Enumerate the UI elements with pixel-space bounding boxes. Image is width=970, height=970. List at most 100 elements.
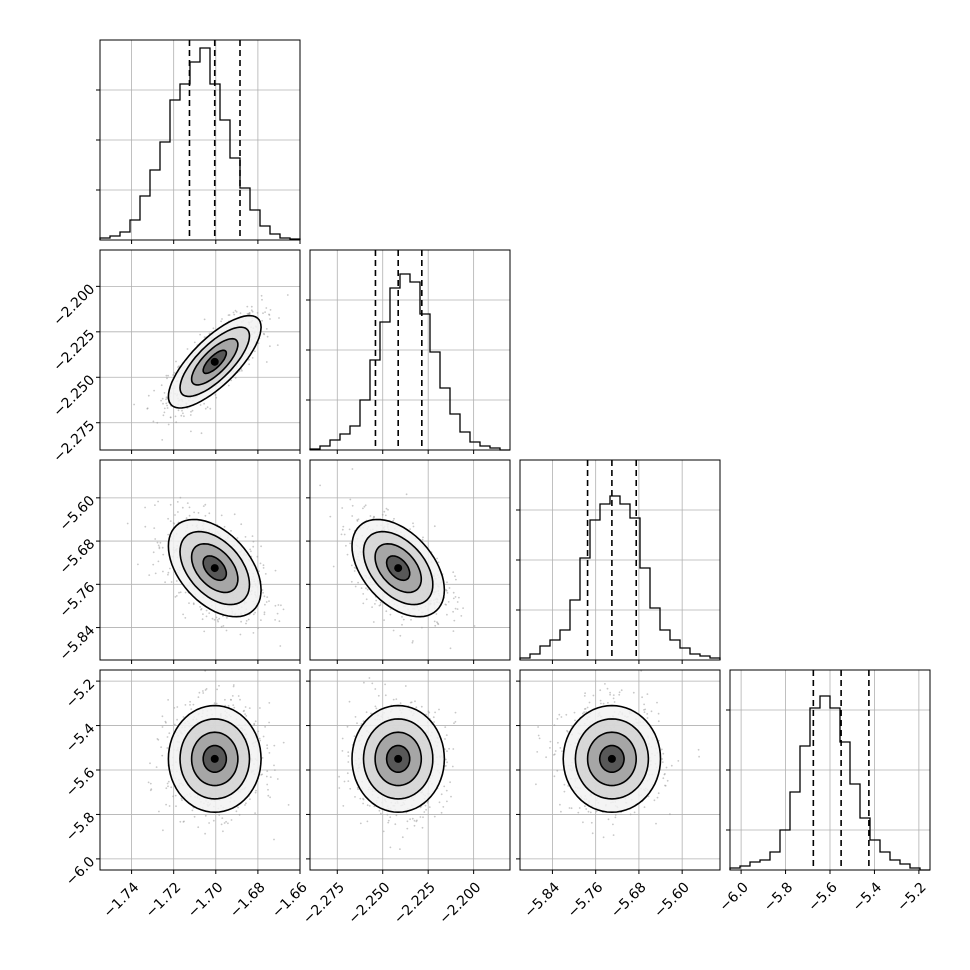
- sample-point: [160, 746, 163, 748]
- sample-point: [232, 704, 235, 706]
- sample-point: [452, 591, 455, 594]
- axes-frame: [99, 39, 301, 241]
- axes-frame: [309, 669, 511, 871]
- sample-point: [170, 581, 173, 583]
- sample-point: [159, 541, 162, 544]
- sample-point: [433, 721, 435, 723]
- sample-point: [161, 546, 164, 549]
- sample-point: [279, 645, 282, 647]
- sample-point: [584, 805, 586, 808]
- sample-point: [458, 596, 460, 599]
- sample-point: [184, 704, 187, 706]
- sample-point: [412, 522, 414, 525]
- sample-point: [451, 765, 454, 768]
- sample-point: [156, 421, 159, 424]
- sample-point: [364, 504, 367, 507]
- sample-point: [633, 811, 636, 814]
- contour-line: [167, 518, 262, 618]
- sample-point: [163, 392, 166, 394]
- sample-point: [413, 819, 416, 822]
- sample-point: [252, 613, 255, 616]
- sample-point: [204, 832, 207, 835]
- sample-point: [166, 782, 169, 785]
- sample-point: [202, 692, 205, 694]
- sample-point: [246, 312, 249, 315]
- sample-point: [218, 684, 220, 687]
- sample-point: [252, 632, 255, 634]
- sample-point: [268, 600, 270, 602]
- sample-point: [223, 525, 226, 528]
- panel-content: [133, 294, 289, 441]
- histogram-panel-1: [306, 249, 511, 454]
- sample-point: [144, 525, 147, 528]
- sample-point: [223, 822, 226, 824]
- sample-point: [156, 738, 159, 740]
- sample-point: [166, 736, 169, 738]
- sample-point: [227, 384, 230, 387]
- sample-point: [383, 510, 386, 513]
- scatter-panel-3-2: [516, 669, 721, 874]
- sample-point: [406, 827, 409, 830]
- sample-point: [452, 597, 455, 600]
- sample-point: [365, 587, 367, 590]
- sample-point: [444, 726, 447, 728]
- sample-point: [280, 604, 282, 607]
- sample-point: [157, 560, 160, 563]
- sample-point: [353, 735, 356, 737]
- sample-point: [351, 504, 354, 507]
- contour-line: [179, 718, 251, 800]
- sample-point: [246, 305, 249, 308]
- sample-point: [537, 734, 540, 737]
- sample-point: [356, 722, 358, 725]
- contour-line: [385, 744, 411, 773]
- sample-point: [435, 613, 438, 615]
- sample-point: [286, 294, 289, 296]
- sample-point: [220, 320, 223, 323]
- sample-point: [446, 613, 448, 616]
- sample-point: [209, 407, 212, 410]
- panel-content: [338, 677, 457, 850]
- sample-point: [434, 624, 437, 627]
- sample-point: [357, 518, 360, 521]
- sample-point: [163, 411, 166, 414]
- sample-point: [199, 404, 202, 406]
- sample-point: [340, 533, 343, 536]
- sample-point: [412, 525, 415, 528]
- sample-point: [204, 407, 207, 410]
- sample-point: [244, 713, 247, 715]
- sample-point: [165, 803, 168, 806]
- sample-point: [239, 698, 241, 701]
- sample-point: [248, 363, 251, 366]
- sample-point: [362, 593, 365, 595]
- sample-point: [399, 634, 402, 637]
- axes-frame: [519, 459, 721, 661]
- sample-point: [206, 406, 209, 409]
- sample-point: [234, 309, 237, 312]
- density-peak: [210, 564, 219, 573]
- sample-point: [349, 542, 351, 545]
- sample-point: [147, 781, 150, 784]
- sample-point: [213, 702, 216, 705]
- sample-point: [224, 698, 226, 701]
- sample-point: [250, 309, 253, 312]
- sample-point: [573, 711, 576, 714]
- contour-line: [202, 555, 228, 582]
- sample-point: [274, 769, 276, 771]
- sample-point: [193, 815, 196, 818]
- sample-point: [349, 498, 352, 501]
- sample-point: [192, 602, 195, 605]
- sample-point: [433, 815, 436, 818]
- sample-point: [276, 612, 279, 615]
- sample-point: [387, 819, 390, 822]
- sample-point: [389, 816, 392, 819]
- axes-frame: [309, 459, 511, 661]
- contour-line: [202, 744, 228, 773]
- sample-point: [220, 823, 223, 826]
- sample-point: [203, 318, 206, 321]
- sample-point: [203, 336, 206, 338]
- sample-point: [371, 606, 373, 608]
- sample-point: [153, 527, 156, 529]
- sample-point: [341, 737, 344, 740]
- sample-point: [265, 775, 268, 778]
- sample-point: [606, 687, 609, 690]
